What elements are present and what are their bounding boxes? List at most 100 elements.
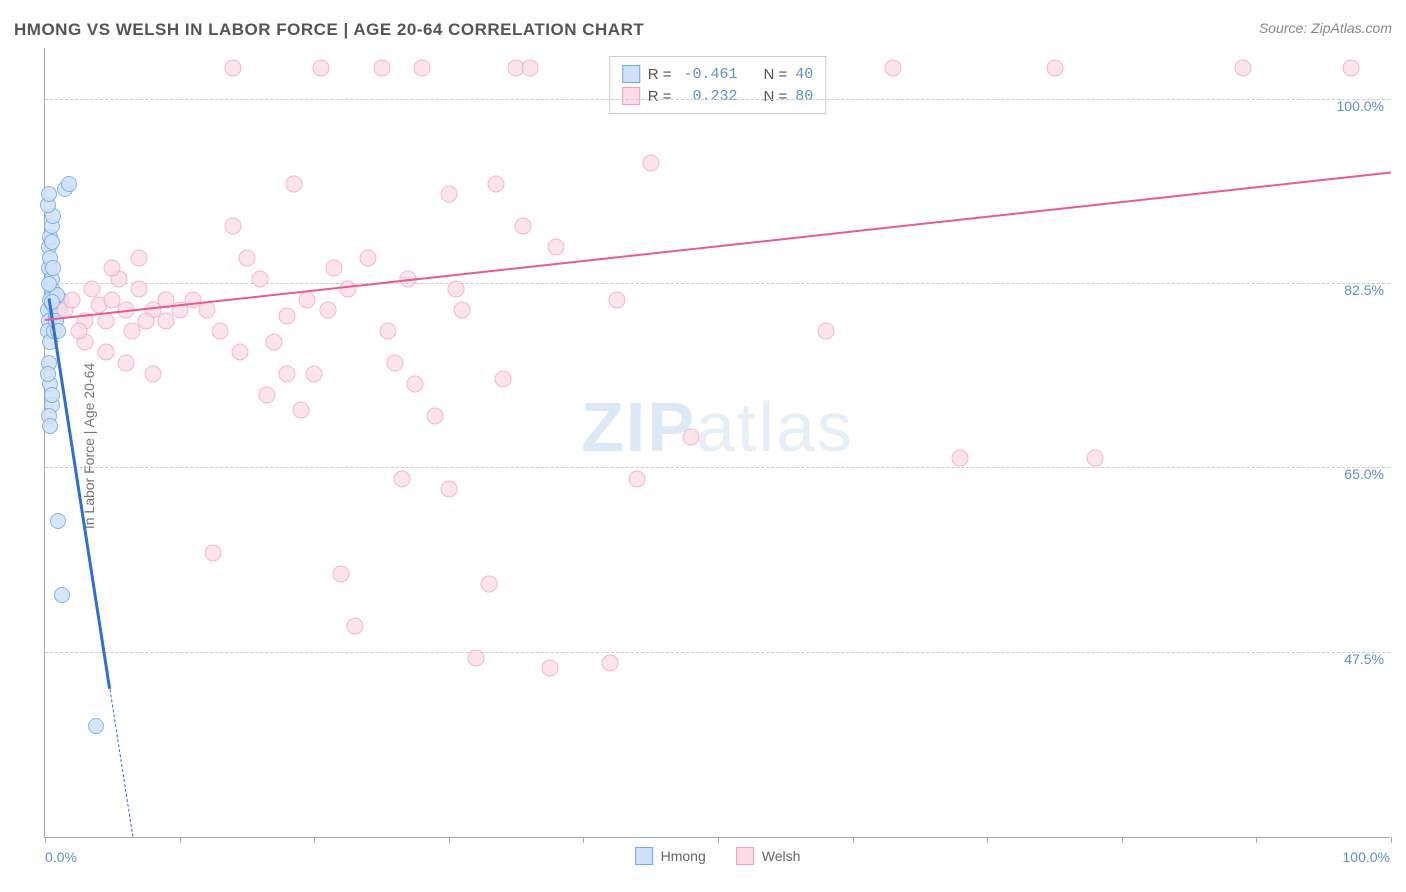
scatter-point bbox=[41, 186, 57, 202]
scatter-point bbox=[487, 175, 504, 192]
scatter-point bbox=[683, 428, 700, 445]
scatter-point bbox=[61, 176, 77, 192]
legend-swatch bbox=[635, 847, 653, 865]
legend-swatch bbox=[736, 847, 754, 865]
scatter-point bbox=[225, 60, 242, 77]
scatter-point bbox=[642, 154, 659, 171]
legend-row: R =-0.461N =40 bbox=[622, 63, 814, 85]
trend-line bbox=[109, 689, 133, 836]
scatter-point bbox=[312, 60, 329, 77]
legend-label: Welsh bbox=[762, 848, 801, 864]
scatter-point bbox=[50, 513, 66, 529]
scatter-point bbox=[413, 60, 430, 77]
scatter-point bbox=[41, 276, 57, 292]
chart-title: HMONG VS WELSH IN LABOR FORCE | AGE 20-6… bbox=[14, 20, 644, 40]
legend-r-label: R = bbox=[648, 66, 672, 83]
watermark-zip: ZIP bbox=[581, 388, 696, 466]
scatter-point bbox=[494, 370, 511, 387]
scatter-point bbox=[42, 418, 58, 434]
scatter-point bbox=[514, 218, 531, 235]
source-attribution: Source: ZipAtlas.com bbox=[1259, 20, 1392, 36]
scatter-point bbox=[407, 376, 424, 393]
scatter-point bbox=[205, 544, 222, 561]
chart-container: HMONG VS WELSH IN LABOR FORCE | AGE 20-6… bbox=[0, 0, 1406, 892]
scatter-point bbox=[884, 60, 901, 77]
scatter-point bbox=[88, 718, 104, 734]
scatter-point bbox=[63, 291, 80, 308]
scatter-point bbox=[211, 323, 228, 340]
scatter-point bbox=[393, 470, 410, 487]
scatter-point bbox=[629, 470, 646, 487]
x-tick bbox=[583, 837, 584, 843]
scatter-point bbox=[44, 387, 60, 403]
scatter-point bbox=[286, 175, 303, 192]
legend-n-label: N = bbox=[763, 66, 787, 83]
scatter-point bbox=[70, 323, 87, 340]
scatter-point bbox=[40, 366, 56, 382]
watermark: ZIPatlas bbox=[581, 387, 854, 467]
scatter-point bbox=[333, 565, 350, 582]
scatter-point bbox=[440, 481, 457, 498]
scatter-point bbox=[131, 249, 148, 266]
scatter-point bbox=[602, 655, 619, 672]
gridline bbox=[45, 652, 1390, 653]
x-tick bbox=[1256, 837, 1257, 843]
legend-item: Hmong bbox=[635, 847, 706, 865]
watermark-atlas: atlas bbox=[696, 388, 854, 466]
x-tick bbox=[449, 837, 450, 843]
scatter-point bbox=[609, 291, 626, 308]
legend-swatch bbox=[622, 65, 640, 83]
plot-area: ZIPatlas R =-0.461N =40R =0.232N =80 Hmo… bbox=[44, 48, 1390, 838]
scatter-point bbox=[440, 186, 457, 203]
y-tick-label: 47.5% bbox=[1344, 651, 1384, 667]
legend-swatch bbox=[622, 87, 640, 105]
x-tick bbox=[180, 837, 181, 843]
scatter-point bbox=[44, 234, 60, 250]
scatter-point bbox=[817, 323, 834, 340]
scatter-point bbox=[1342, 60, 1359, 77]
series-legend: Hmong Welsh bbox=[635, 847, 801, 865]
legend-item: Welsh bbox=[736, 847, 801, 865]
scatter-point bbox=[104, 260, 121, 277]
x-tick bbox=[853, 837, 854, 843]
scatter-point bbox=[454, 302, 471, 319]
x-tick bbox=[1122, 837, 1123, 843]
x-axis-max-label: 100.0% bbox=[1343, 849, 1390, 865]
scatter-point bbox=[521, 60, 538, 77]
legend-n-label: N = bbox=[763, 88, 787, 105]
scatter-point bbox=[279, 307, 296, 324]
x-axis-min-label: 0.0% bbox=[45, 849, 77, 865]
scatter-point bbox=[84, 281, 101, 298]
scatter-point bbox=[144, 365, 161, 382]
legend-label: Hmong bbox=[661, 848, 706, 864]
scatter-point bbox=[279, 365, 296, 382]
scatter-point bbox=[380, 323, 397, 340]
legend-r-label: R = bbox=[648, 88, 672, 105]
scatter-point bbox=[45, 260, 61, 276]
scatter-point bbox=[548, 239, 565, 256]
scatter-point bbox=[360, 249, 377, 266]
scatter-point bbox=[259, 386, 276, 403]
x-tick bbox=[314, 837, 315, 843]
scatter-point bbox=[427, 407, 444, 424]
legend-row: R =0.232N =80 bbox=[622, 85, 814, 107]
x-tick bbox=[987, 837, 988, 843]
trend-line bbox=[45, 171, 1391, 320]
y-tick-label: 100.0% bbox=[1337, 98, 1384, 114]
scatter-point bbox=[225, 218, 242, 235]
scatter-point bbox=[292, 402, 309, 419]
scatter-point bbox=[265, 333, 282, 350]
scatter-point bbox=[1086, 449, 1103, 466]
legend-r-value: 0.232 bbox=[679, 88, 737, 105]
scatter-point bbox=[326, 260, 343, 277]
scatter-point bbox=[952, 449, 969, 466]
scatter-point bbox=[346, 618, 363, 635]
y-tick-label: 65.0% bbox=[1344, 466, 1384, 482]
x-tick bbox=[45, 837, 46, 843]
scatter-point bbox=[97, 344, 114, 361]
scatter-point bbox=[252, 270, 269, 287]
scatter-point bbox=[1234, 60, 1251, 77]
scatter-point bbox=[467, 649, 484, 666]
scatter-point bbox=[306, 365, 323, 382]
scatter-point bbox=[232, 344, 249, 361]
